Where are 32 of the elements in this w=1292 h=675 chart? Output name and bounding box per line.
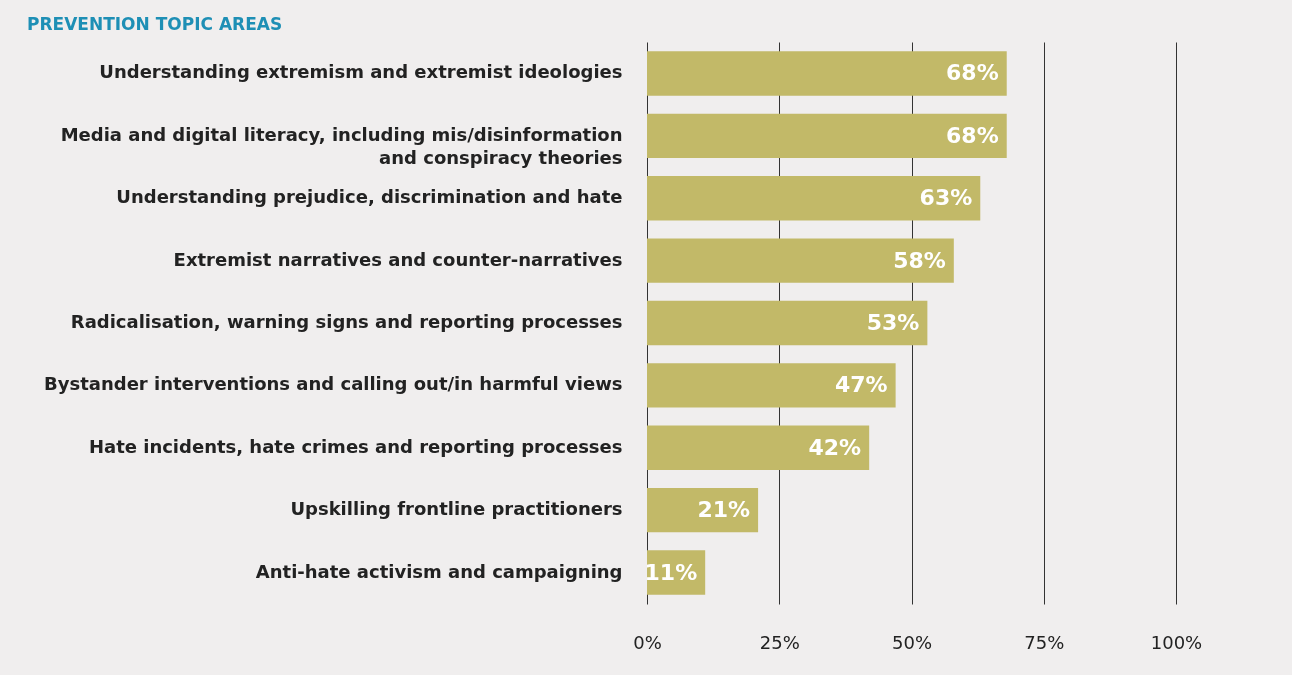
x-tick-label: 75%: [1024, 631, 1065, 653]
data-label: 58%: [893, 247, 946, 273]
data-label: 63%: [919, 185, 973, 211]
y-tick-label: Media and digital literacy, including mis/disinformation and conspiracy theories: [60, 123, 623, 168]
bar: [647, 487, 759, 533]
y-tick-label: Upskilling frontline practitioners: [290, 498, 623, 520]
y-tick-label: Anti-hate activism and campaigning: [255, 560, 623, 582]
data-label: 68%: [946, 60, 999, 86]
data-label: 53%: [866, 310, 920, 335]
bar: [647, 300, 928, 346]
bar: [647, 51, 1007, 96]
bar: [647, 113, 1007, 159]
x-tick-label: 50%: [891, 631, 933, 653]
bar: [647, 363, 896, 408]
bar: [647, 425, 870, 470]
text: PREVENTION TOPIC AREAS: [27, 14, 283, 34]
bar: [647, 238, 954, 283]
y-tick-label: Bystander interventions and calling out/in harmful views: [44, 373, 623, 395]
data-label: 21%: [697, 497, 751, 523]
x-tick-label: 100%: [1150, 631, 1203, 653]
y-tick-label: Hate incidents, hate crimes and reporting processes: [88, 435, 623, 457]
y-tick-label: Understanding prejudice, discrimination and hate: [116, 186, 623, 208]
y-tick-label: Radicalisation, warning signs and reporting processes: [70, 311, 623, 332]
data-label: 42%: [808, 434, 862, 460]
x-tick-label: 0%: [633, 631, 662, 653]
data-label: 47%: [834, 372, 888, 398]
x-tick-label: 25%: [759, 631, 800, 653]
data-label: 11%: [644, 559, 698, 585]
y-tick-label: Understanding extremism and extremist ideologies: [99, 61, 623, 83]
bar: [647, 176, 981, 221]
y-tick-label: Extremist narratives and counter-narratives: [173, 248, 623, 270]
data-label: 68%: [946, 122, 999, 148]
